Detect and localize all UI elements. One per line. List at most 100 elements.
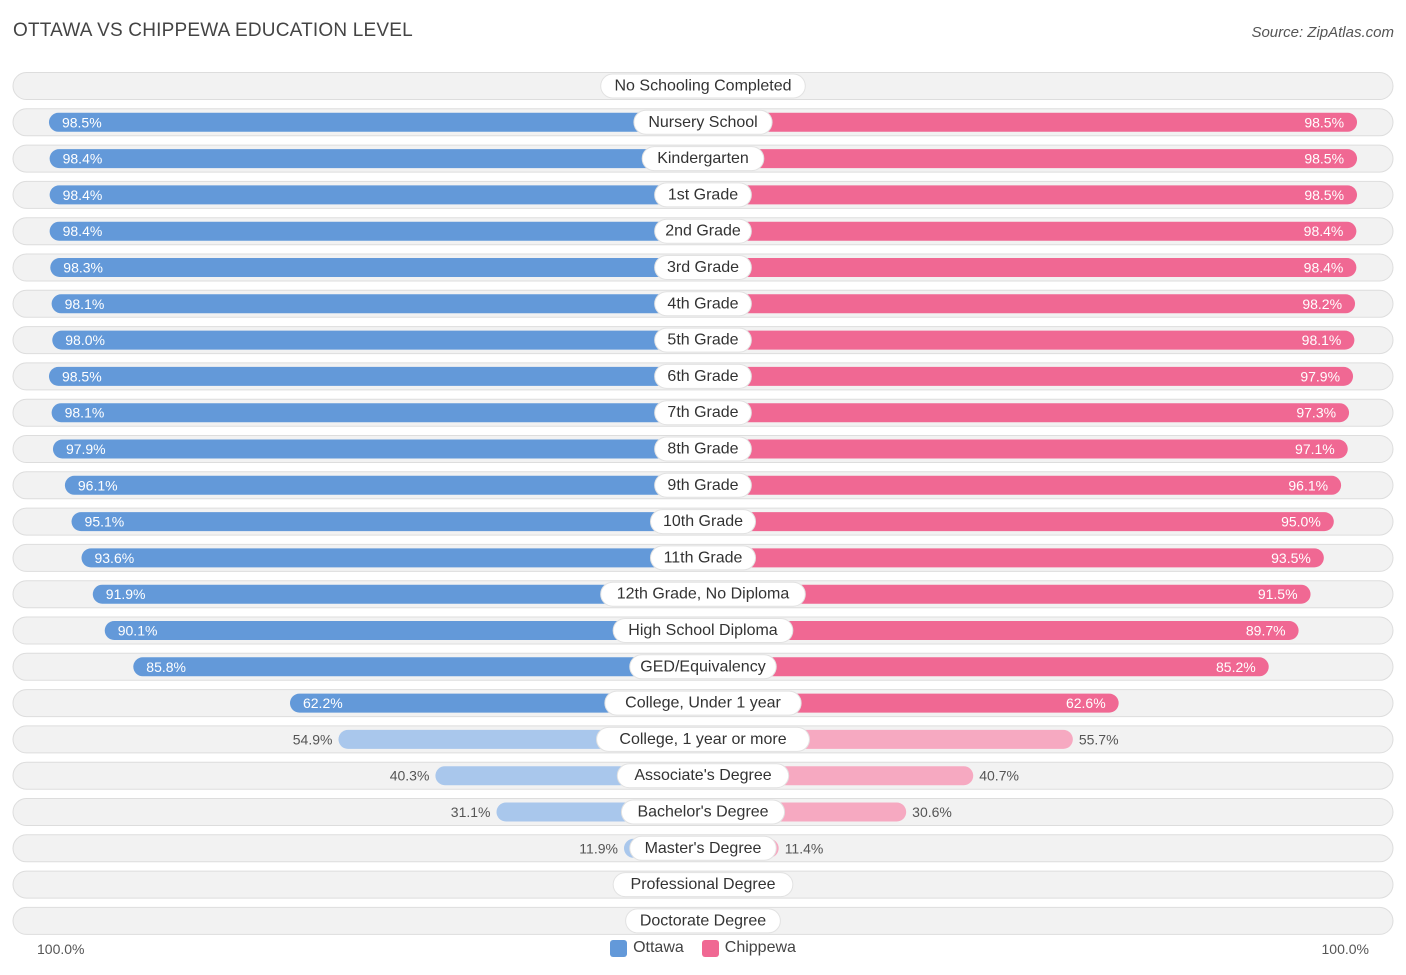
category-label: Kindergarten [657, 150, 749, 167]
value-label-ottawa: 96.1% [78, 477, 118, 493]
category-label-bg [604, 690, 802, 716]
value-label-chippewa: 40.7% [979, 768, 1019, 784]
bar-chippewa [703, 221, 1357, 241]
bar-chippewa [703, 657, 1269, 677]
bar-ottawa [104, 621, 703, 640]
value-label-ottawa: 11.9% [579, 840, 618, 856]
category-label-bg [654, 291, 752, 317]
value-label-ottawa: 98.1% [65, 405, 105, 421]
value-label-chippewa: 97.3% [1296, 405, 1336, 421]
value-label-chippewa: 95.0% [1281, 514, 1321, 530]
bar-chippewa [703, 294, 1356, 314]
value-label-chippewa: 85.2% [1216, 659, 1256, 675]
source-label: Source: ZipAtlas.com [1251, 24, 1394, 41]
value-label-ottawa: 85.8% [146, 659, 186, 675]
bar-chippewa [703, 330, 1355, 350]
value-label-ottawa: 98.4% [63, 151, 103, 167]
bar-chippewa [703, 621, 1299, 640]
value-label-ottawa: 31.1% [451, 804, 491, 820]
category-label: High School Diploma [628, 622, 778, 639]
category-label-bg [629, 835, 777, 861]
category-label: 4th Grade [667, 295, 738, 312]
category-label: 5th Grade [667, 332, 738, 349]
bar-chippewa [703, 512, 1334, 532]
category-label-bg [654, 363, 752, 389]
value-label-ottawa: 98.4% [63, 187, 103, 203]
value-label-chippewa: 97.1% [1295, 441, 1335, 457]
category-label: Doctorate Degree [640, 912, 766, 929]
bar-ottawa [49, 185, 703, 205]
bar-ottawa [52, 330, 703, 350]
value-label-ottawa: 93.6% [94, 550, 134, 566]
bar-chippewa [703, 366, 1354, 386]
category-label-bg [650, 545, 756, 571]
value-label-chippewa: 93.5% [1271, 550, 1311, 566]
value-label-ottawa: 62.2% [303, 695, 343, 711]
category-label: Associate's Degree [634, 767, 771, 784]
category-label: 9th Grade [667, 477, 738, 494]
value-label-chippewa: 98.5% [1304, 114, 1344, 130]
bar-ottawa [64, 475, 704, 495]
category-label: Master's Degree [645, 840, 762, 857]
category-label: 8th Grade [667, 441, 738, 458]
category-label-bg [654, 472, 752, 498]
value-label-chippewa: 55.7% [1079, 731, 1119, 747]
axis-left-label: 100.0% [37, 941, 85, 957]
bar-chippewa [703, 548, 1324, 568]
category-label: College, Under 1 year [625, 695, 781, 712]
legend-swatch-chippewa [701, 939, 719, 957]
value-label-ottawa: 95.1% [85, 514, 125, 530]
bar-ottawa [133, 657, 704, 677]
category-label-bg [654, 327, 752, 353]
category-label: Nursery School [648, 114, 757, 131]
value-label-chippewa: 98.5% [1304, 187, 1344, 203]
bar-chippewa [703, 258, 1357, 277]
legend-label-ottawa: Ottawa [633, 939, 684, 956]
value-label-ottawa: 98.4% [63, 223, 103, 239]
category-label: Bachelor's Degree [637, 804, 768, 821]
value-label-chippewa: 30.6% [912, 804, 952, 820]
category-label: GED/Equivalency [640, 658, 765, 675]
value-label-ottawa: 98.5% [62, 368, 102, 384]
value-label-ottawa: 40.3% [390, 768, 430, 784]
value-label-chippewa: 98.5% [1304, 151, 1344, 167]
category-label-bg [612, 618, 794, 643]
bar-chippewa [703, 149, 1358, 169]
bar-ottawa [48, 112, 703, 132]
category-label: 11th Grade [664, 549, 743, 566]
bar-ottawa [49, 221, 703, 241]
category-label-bg [654, 436, 752, 462]
category-label: 6th Grade [667, 368, 738, 385]
category-label-bg [641, 146, 765, 172]
axis-right-label: 100.0% [1321, 941, 1369, 957]
category-label: Professional Degree [631, 876, 776, 893]
value-label-chippewa: 62.6% [1066, 695, 1106, 711]
value-label-ottawa: 98.1% [65, 296, 105, 312]
category-label-bg [612, 872, 794, 898]
value-label-ottawa: 98.0% [65, 332, 105, 348]
bar-ottawa [92, 584, 703, 604]
value-label-chippewa: 91.5% [1258, 586, 1298, 602]
legend-item-chippewa[interactable]: Chippewa [701, 939, 796, 957]
value-label-chippewa: 98.4% [1304, 260, 1344, 276]
value-label-chippewa: 98.2% [1302, 296, 1342, 312]
value-label-ottawa: 54.9% [293, 731, 333, 747]
value-label-chippewa: 89.7% [1246, 623, 1286, 639]
category-label-bg [596, 726, 810, 752]
bar-chippewa [703, 475, 1342, 495]
bar-chippewa [703, 403, 1350, 423]
category-label-bg [654, 400, 752, 426]
category-label-bg [654, 218, 752, 244]
category-label-bg [600, 581, 806, 607]
value-label-ottawa: 98.3% [63, 260, 103, 276]
legend-label-chippewa: Chippewa [724, 939, 796, 956]
legend-item-ottawa[interactable]: Ottawa [610, 939, 684, 957]
value-label-chippewa: 97.9% [1300, 368, 1340, 384]
category-label: No Schooling Completed [615, 78, 792, 95]
category-label-bg [654, 255, 752, 280]
category-label: 7th Grade [667, 404, 738, 421]
bar-ottawa [289, 693, 703, 713]
bar-ottawa [50, 258, 703, 277]
category-label-bg [625, 908, 781, 934]
category-label: College, 1 year or more [619, 731, 786, 748]
